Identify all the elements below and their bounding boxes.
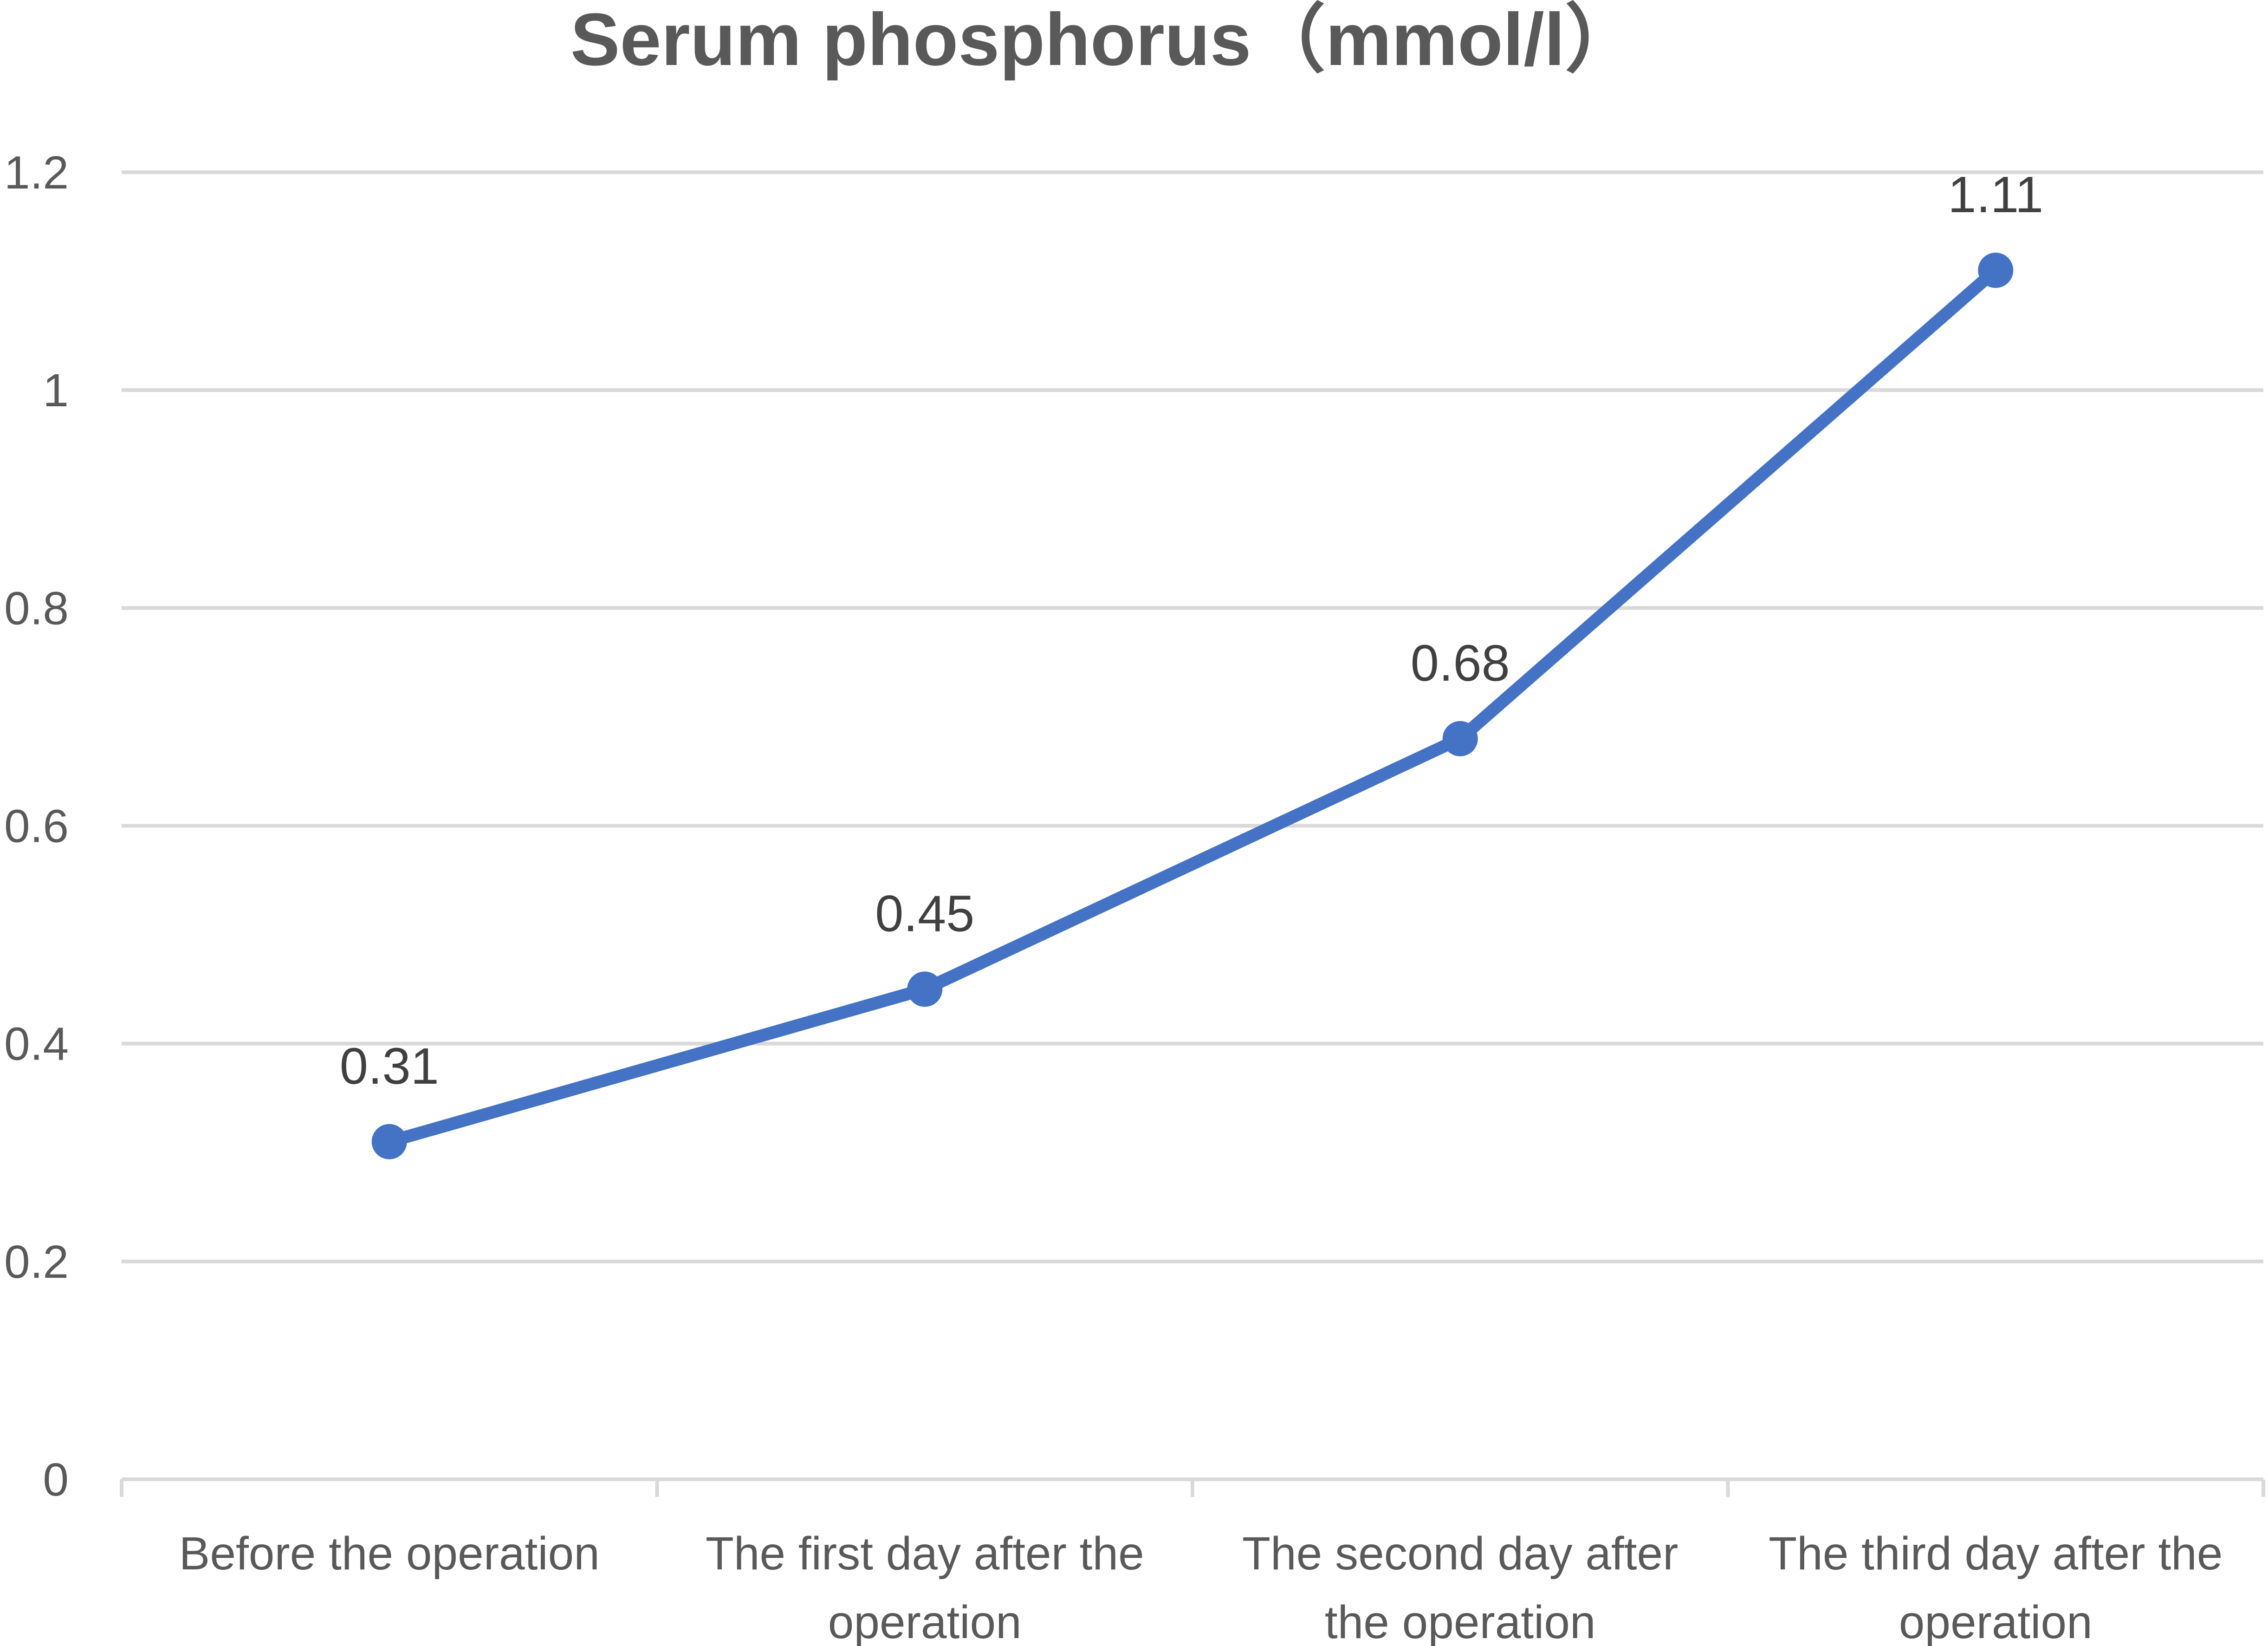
x-category-label: The first day after the operation: [706, 1528, 1144, 1646]
data-label: 0.45: [875, 885, 974, 942]
x-axis: [120, 1477, 2265, 1497]
data-label: 0.31: [340, 1038, 439, 1095]
series-line-group: [371, 253, 2014, 1159]
data-label: 0.68: [1411, 635, 1510, 692]
x-category-label: The third day after the operation: [1769, 1528, 2223, 1646]
data-labels: 0.31 0.45 0.68 1.11: [340, 166, 2044, 1095]
chart-title: Serum phosphorus（mmol/l）: [570, 0, 1639, 81]
data-label: 1.11: [1948, 166, 2043, 223]
x-axis-category-labels: Before the operation The first day after …: [179, 1528, 2223, 1646]
data-point-marker: [907, 971, 943, 1007]
y-axis-tick-labels: 0 0.2 0.4 0.6 0.8 1 1.2: [4, 147, 69, 1506]
series-line: [383, 264, 2002, 1148]
y-tick-label: 0.4: [4, 1018, 69, 1070]
y-tick-label: 0.2: [4, 1236, 69, 1288]
x-category-label: Before the operation: [179, 1528, 600, 1580]
data-point-marker: [1978, 253, 2014, 288]
data-point-marker: [1442, 721, 1478, 756]
y-tick-label: 1: [43, 364, 69, 416]
y-tick-label: 0.6: [4, 800, 69, 852]
y-tick-label: 0.8: [4, 582, 69, 634]
y-tick-label: 1.2: [4, 147, 69, 199]
y-tick-label: 0: [43, 1454, 69, 1506]
gridlines: [122, 170, 2263, 1263]
data-point-marker: [371, 1124, 407, 1159]
x-category-label: The second day after the operation: [1242, 1528, 1678, 1646]
